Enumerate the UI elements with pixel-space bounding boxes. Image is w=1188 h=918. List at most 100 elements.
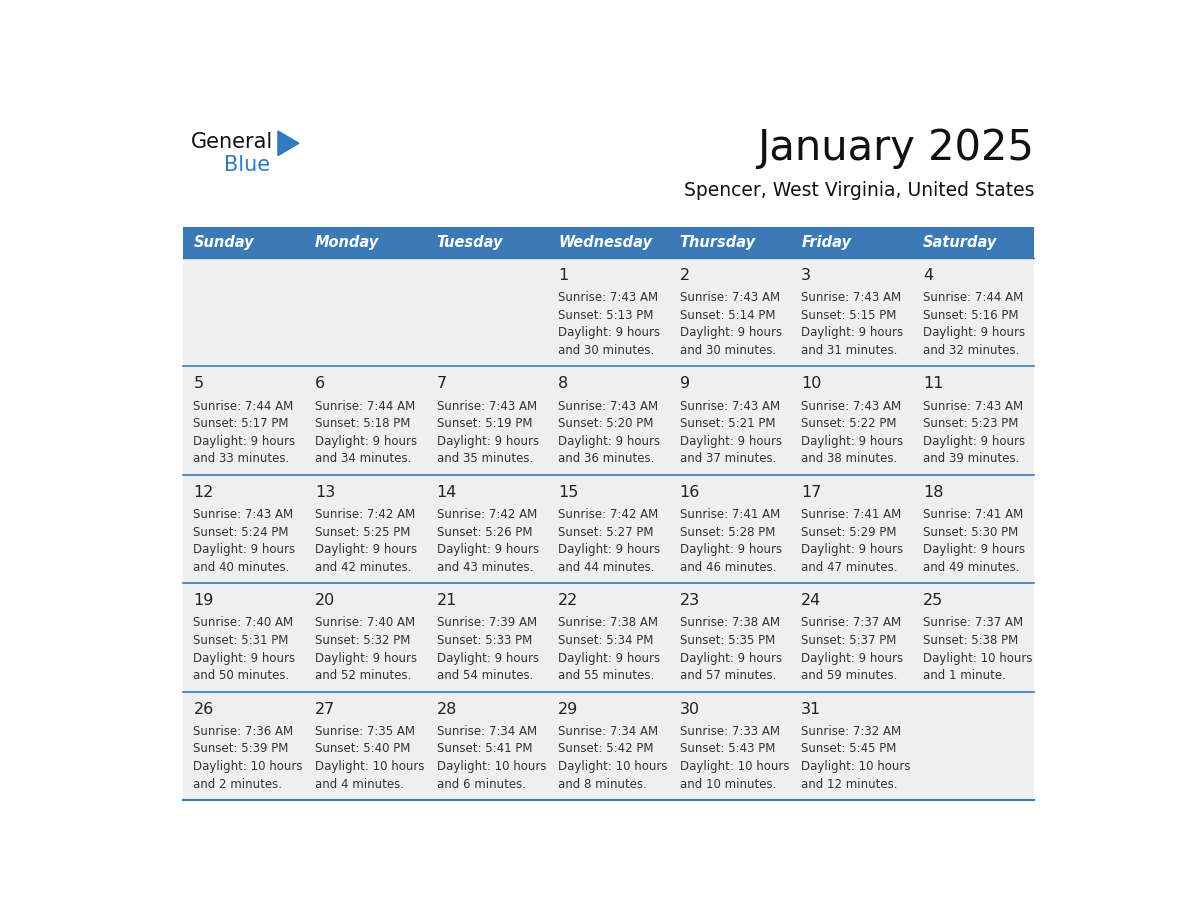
Text: and 8 minutes.: and 8 minutes. <box>558 778 647 790</box>
Text: Daylight: 9 hours: Daylight: 9 hours <box>923 326 1025 340</box>
Text: Sunset: 5:35 PM: Sunset: 5:35 PM <box>680 634 775 647</box>
Bar <box>183 258 305 366</box>
Text: Daylight: 9 hours: Daylight: 9 hours <box>436 435 538 448</box>
Text: Saturday: Saturday <box>923 235 997 250</box>
Text: Sunrise: 7:41 AM: Sunrise: 7:41 AM <box>923 508 1023 521</box>
Text: Tuesday: Tuesday <box>436 235 503 250</box>
Text: Sunrise: 7:43 AM: Sunrise: 7:43 AM <box>558 399 658 412</box>
Text: 15: 15 <box>558 485 579 499</box>
Text: Sunset: 5:37 PM: Sunset: 5:37 PM <box>801 634 897 647</box>
Text: 7: 7 <box>436 376 447 391</box>
Text: Daylight: 9 hours: Daylight: 9 hours <box>680 543 782 556</box>
Polygon shape <box>278 131 299 155</box>
Text: Sunset: 5:38 PM: Sunset: 5:38 PM <box>923 634 1018 647</box>
Text: 3: 3 <box>801 268 811 283</box>
Bar <box>305 258 426 366</box>
Text: Daylight: 9 hours: Daylight: 9 hours <box>801 543 903 556</box>
Text: and 39 minutes.: and 39 minutes. <box>923 453 1019 465</box>
Text: Sunrise: 7:43 AM: Sunrise: 7:43 AM <box>801 291 902 304</box>
Bar <box>548 227 670 258</box>
Text: Daylight: 9 hours: Daylight: 9 hours <box>315 435 417 448</box>
Bar <box>305 475 426 583</box>
Bar <box>426 475 548 583</box>
Text: and 55 minutes.: and 55 minutes. <box>558 669 655 682</box>
Text: Sunrise: 7:41 AM: Sunrise: 7:41 AM <box>680 508 781 521</box>
Text: Friday: Friday <box>801 235 852 250</box>
Text: and 30 minutes.: and 30 minutes. <box>558 344 655 357</box>
Text: Sunrise: 7:43 AM: Sunrise: 7:43 AM <box>801 399 902 412</box>
Text: Sunset: 5:15 PM: Sunset: 5:15 PM <box>801 308 897 321</box>
Text: Daylight: 10 hours: Daylight: 10 hours <box>923 652 1032 665</box>
Text: Sunset: 5:13 PM: Sunset: 5:13 PM <box>558 308 653 321</box>
Text: Sunset: 5:33 PM: Sunset: 5:33 PM <box>436 634 532 647</box>
Text: and 40 minutes.: and 40 minutes. <box>194 561 290 574</box>
Text: Sunset: 5:20 PM: Sunset: 5:20 PM <box>558 417 653 431</box>
Text: Daylight: 10 hours: Daylight: 10 hours <box>315 760 424 773</box>
Text: 5: 5 <box>194 376 203 391</box>
Text: and 2 minutes.: and 2 minutes. <box>194 778 283 790</box>
Text: Daylight: 9 hours: Daylight: 9 hours <box>436 652 538 665</box>
Text: Sunset: 5:18 PM: Sunset: 5:18 PM <box>315 417 410 431</box>
Text: Sunrise: 7:41 AM: Sunrise: 7:41 AM <box>801 508 902 521</box>
Text: Sunday: Sunday <box>194 235 254 250</box>
Text: General: General <box>191 131 273 151</box>
Text: Blue: Blue <box>223 155 270 174</box>
Text: and 47 minutes.: and 47 minutes. <box>801 561 898 574</box>
Text: 27: 27 <box>315 701 335 717</box>
Text: Sunrise: 7:43 AM: Sunrise: 7:43 AM <box>436 399 537 412</box>
Text: 10: 10 <box>801 376 822 391</box>
Text: Sunset: 5:42 PM: Sunset: 5:42 PM <box>558 743 653 756</box>
Text: Sunset: 5:22 PM: Sunset: 5:22 PM <box>801 417 897 431</box>
Text: 6: 6 <box>315 376 326 391</box>
Text: 14: 14 <box>436 485 457 499</box>
Bar <box>670 691 791 800</box>
Text: Sunrise: 7:37 AM: Sunrise: 7:37 AM <box>923 616 1023 630</box>
Text: Daylight: 9 hours: Daylight: 9 hours <box>315 652 417 665</box>
Bar <box>305 691 426 800</box>
Text: and 33 minutes.: and 33 minutes. <box>194 453 290 465</box>
Text: Sunset: 5:34 PM: Sunset: 5:34 PM <box>558 634 653 647</box>
Text: 28: 28 <box>436 701 457 717</box>
Text: Sunset: 5:19 PM: Sunset: 5:19 PM <box>436 417 532 431</box>
Text: Daylight: 10 hours: Daylight: 10 hours <box>801 760 911 773</box>
Bar <box>305 366 426 475</box>
Text: Daylight: 9 hours: Daylight: 9 hours <box>680 435 782 448</box>
Text: Sunrise: 7:43 AM: Sunrise: 7:43 AM <box>558 291 658 304</box>
Text: Daylight: 9 hours: Daylight: 9 hours <box>194 435 296 448</box>
Text: Sunset: 5:16 PM: Sunset: 5:16 PM <box>923 308 1018 321</box>
Bar <box>791 691 912 800</box>
Bar <box>305 227 426 258</box>
Text: Daylight: 9 hours: Daylight: 9 hours <box>194 543 296 556</box>
Text: and 42 minutes.: and 42 minutes. <box>315 561 411 574</box>
Text: and 30 minutes.: and 30 minutes. <box>680 344 776 357</box>
Text: 23: 23 <box>680 593 700 609</box>
Bar <box>548 366 670 475</box>
Text: Daylight: 10 hours: Daylight: 10 hours <box>194 760 303 773</box>
Text: and 38 minutes.: and 38 minutes. <box>801 453 897 465</box>
Text: Sunrise: 7:38 AM: Sunrise: 7:38 AM <box>558 616 658 630</box>
Text: 25: 25 <box>923 593 943 609</box>
Text: and 36 minutes.: and 36 minutes. <box>558 453 655 465</box>
Text: Sunset: 5:23 PM: Sunset: 5:23 PM <box>923 417 1018 431</box>
Text: 21: 21 <box>436 593 457 609</box>
Text: and 52 minutes.: and 52 minutes. <box>315 669 411 682</box>
Text: 30: 30 <box>680 701 700 717</box>
Text: Sunrise: 7:44 AM: Sunrise: 7:44 AM <box>194 399 293 412</box>
Text: Sunrise: 7:34 AM: Sunrise: 7:34 AM <box>558 725 658 738</box>
Text: Sunrise: 7:43 AM: Sunrise: 7:43 AM <box>680 399 779 412</box>
Text: 8: 8 <box>558 376 568 391</box>
Text: Sunrise: 7:38 AM: Sunrise: 7:38 AM <box>680 616 779 630</box>
Text: and 37 minutes.: and 37 minutes. <box>680 453 776 465</box>
Text: 24: 24 <box>801 593 822 609</box>
Text: Daylight: 9 hours: Daylight: 9 hours <box>923 435 1025 448</box>
Text: Daylight: 9 hours: Daylight: 9 hours <box>558 652 661 665</box>
Text: Sunrise: 7:42 AM: Sunrise: 7:42 AM <box>436 508 537 521</box>
Text: and 46 minutes.: and 46 minutes. <box>680 561 776 574</box>
Bar <box>548 691 670 800</box>
Bar <box>670 366 791 475</box>
Text: Daylight: 9 hours: Daylight: 9 hours <box>436 543 538 556</box>
Bar <box>912 227 1035 258</box>
Text: Monday: Monday <box>315 235 379 250</box>
Bar <box>912 258 1035 366</box>
Text: Sunrise: 7:43 AM: Sunrise: 7:43 AM <box>923 399 1023 412</box>
